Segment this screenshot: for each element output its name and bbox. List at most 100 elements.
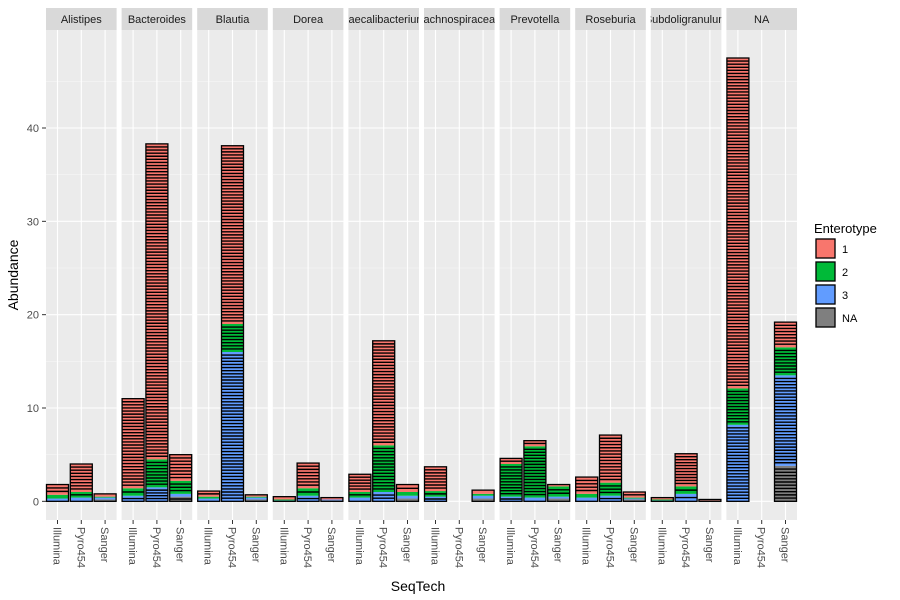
- bar-segment-2: [245, 496, 268, 498]
- facet-strip: [575, 8, 646, 30]
- x-tick-label: Pyro454: [377, 527, 389, 568]
- bar-segment-1: [70, 464, 93, 492]
- bar-segment-3: [726, 424, 749, 502]
- x-tick-label: Illumina: [429, 527, 441, 566]
- facet-strip: [197, 8, 268, 30]
- bar-stack: [499, 457, 523, 502]
- x-tick-label: Sanger: [703, 527, 715, 563]
- bar-segment-2: [396, 492, 419, 496]
- bar-segment-2: [94, 496, 117, 498]
- bar-segment-1: [273, 496, 296, 500]
- bar-outline: [698, 498, 722, 502]
- bar-segment-3: [547, 496, 570, 499]
- bar-segment-na: [774, 465, 797, 502]
- bar-outline: [296, 462, 320, 502]
- bar-segment-1: [320, 497, 343, 500]
- facet-strip: [121, 8, 193, 30]
- bar-stack: [244, 494, 268, 502]
- bar-segment-2: [523, 446, 546, 498]
- y-axis-title: Abundance: [5, 239, 21, 310]
- x-tick-label: Illumina: [504, 527, 516, 566]
- x-tick-label: Sanger: [249, 527, 261, 563]
- bar-segment-1: [599, 435, 622, 483]
- bar-stack: [272, 496, 296, 502]
- bar-segment-3: [523, 497, 546, 502]
- bar-segment-3: [70, 497, 93, 502]
- bar-outline: [471, 489, 495, 502]
- legend-swatch: [815, 238, 836, 259]
- bar-outline: [622, 491, 646, 502]
- bar-stack: [622, 491, 646, 502]
- bar-segment-2: [145, 459, 168, 488]
- facet-panel: Prevotella Illumina Pyro454 Sanger: [499, 8, 571, 568]
- bar-stack: [674, 453, 698, 502]
- bar-segment-2: [623, 497, 646, 499]
- bar-stack: [598, 434, 623, 502]
- facet-label: Lachnospiraceae: [417, 14, 501, 26]
- x-tick-label: Sanger: [98, 527, 110, 563]
- legend-swatch: [815, 307, 836, 328]
- x-tick-label: Sanger: [325, 527, 337, 563]
- bar-segment-na: [245, 499, 268, 502]
- facet-panel: Roseburia Illumina Pyro454 Sanger: [575, 8, 646, 568]
- bar-segment-2: [221, 324, 244, 352]
- x-tick-label: Illumina: [202, 527, 214, 566]
- bar-segment-3: [46, 498, 69, 502]
- bar-outline: [145, 143, 169, 502]
- bar-segment-na: [94, 499, 117, 502]
- legend: Enterotype 1 2 3 NA: [814, 221, 877, 328]
- x-tick-label: Pyro454: [226, 527, 238, 568]
- bar-outline: [320, 496, 344, 502]
- bar-stack: [698, 498, 722, 502]
- x-tick-label: Pyro454: [755, 527, 767, 568]
- bar-outline: [45, 483, 70, 502]
- x-axis-title: SeqTech: [391, 578, 445, 594]
- facet-panel: Blautia Illumina Pyro454 Sanger: [197, 8, 268, 568]
- bar-stack: [320, 496, 344, 502]
- bar-segment-3: [348, 497, 371, 502]
- bar-outline: [523, 440, 547, 502]
- bar-segment-1: [46, 484, 69, 495]
- bar-segment-na: [547, 498, 570, 502]
- bar-stack: [372, 340, 396, 502]
- x-tick-label: Sanger: [174, 527, 186, 563]
- x-tick-label: Illumina: [277, 527, 289, 566]
- x-tick-label: Illumina: [731, 527, 743, 566]
- facet-panel: Dorea Illumina Pyro454 Sanger: [272, 8, 344, 568]
- facet-label: NA: [754, 14, 770, 26]
- bar-stack: [121, 398, 145, 502]
- bar-segment-2: [575, 493, 598, 498]
- x-tick-label: Illumina: [353, 527, 365, 566]
- bar-outline: [272, 496, 296, 502]
- bar-segment-1: [472, 490, 495, 494]
- facet-strip: [726, 8, 797, 30]
- bar-segment-3: [774, 375, 797, 466]
- bar-segment-1: [547, 484, 570, 487]
- x-tick-label: Pyro454: [679, 527, 691, 568]
- bar-segment-3: [472, 495, 495, 499]
- bar-segment-na: [472, 498, 495, 502]
- bar-stack: [69, 463, 93, 502]
- bar-outline: [773, 321, 798, 502]
- y-tick-label: 10: [27, 403, 39, 415]
- y-tick-label: 40: [27, 123, 39, 135]
- facet-panel: NA Illumina Pyro454 Sanger: [726, 8, 798, 568]
- bar-segment-2: [273, 499, 296, 501]
- bar-outline: [395, 483, 420, 502]
- bar-stack: [169, 454, 193, 502]
- bar-segment-2: [472, 493, 495, 496]
- bar-segment-3: [575, 497, 598, 502]
- facet-panel: Faecalibacterium Illumina Pyro454 Sanger: [348, 8, 420, 568]
- bar-segment-1: [245, 494, 268, 497]
- bar-segment-3: [197, 498, 220, 502]
- bar-segment-1: [94, 493, 117, 497]
- bar-outline: [575, 476, 599, 502]
- facet-panel: Subdoligranulum Illumina Pyro454 Sanger: [650, 8, 722, 568]
- bar-stack: [145, 143, 169, 502]
- facet-label: Roseburia: [585, 14, 636, 26]
- x-tick-label: Illumina: [51, 527, 63, 566]
- facet-strip: [46, 8, 117, 30]
- bar-outline: [121, 398, 145, 502]
